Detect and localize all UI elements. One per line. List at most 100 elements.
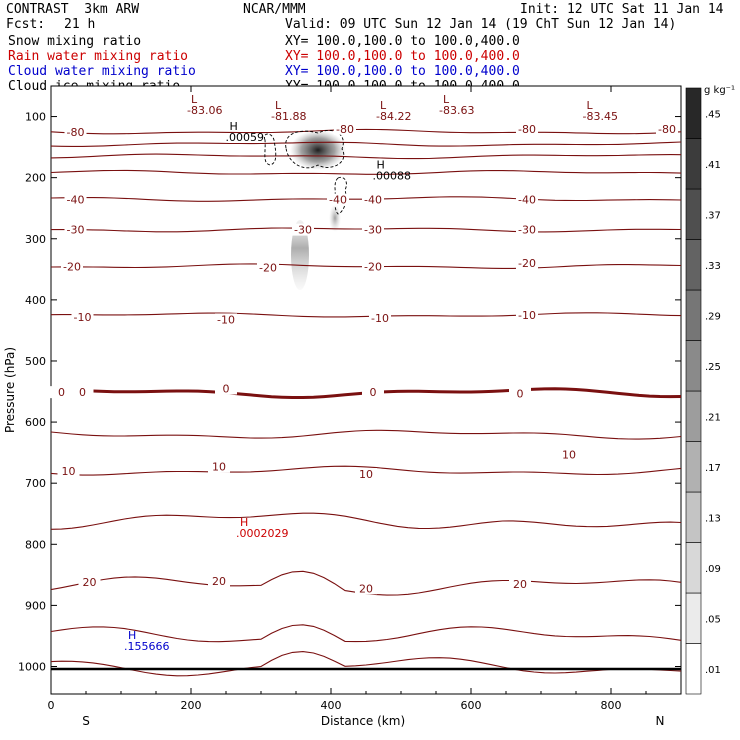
y-axis-label: Pressure (hPa) xyxy=(3,347,17,433)
contour-line xyxy=(51,169,681,175)
contour-label-bg xyxy=(334,122,356,135)
colorbar-tick-label: .37 xyxy=(705,210,721,221)
extrema-labels: L-83.06 L-81.88L-84.22L-83.63 L-83.45H.000… xyxy=(124,93,618,653)
contour-label: 0 xyxy=(223,382,230,395)
colorbar-tick-label: .01 xyxy=(705,665,721,676)
colorbar-swatch xyxy=(685,188,702,240)
contour-label-bg xyxy=(64,193,87,206)
contour-label: -30 xyxy=(294,224,312,237)
contour-label-bg xyxy=(516,309,538,322)
colorbar-unit: g kg⁻¹ xyxy=(704,85,735,96)
contour-label-bg xyxy=(215,382,237,395)
field-cloud-water-xy: XY= 100.0,100.0 to 100.0,400.0 xyxy=(285,64,520,79)
colorbar-tick-label: .29 xyxy=(705,311,721,322)
colorbar-tick-label: .41 xyxy=(705,160,721,171)
extremum-value: -83.45 xyxy=(583,110,618,123)
contour-label: -10 xyxy=(74,311,92,324)
extremum-value: -83.63 xyxy=(439,104,474,117)
colorbar: .01 .05 .09 .13 .17 .21 .25 .29 .33 .37 .41 .45 xyxy=(685,87,721,695)
y-tick-label: 200 xyxy=(25,172,46,185)
contour-label-bg xyxy=(50,386,73,399)
contour-label-bg xyxy=(355,582,377,595)
contour-line xyxy=(51,312,681,318)
field-rain-xy: XY= 100.0,100.0 to 100.0,400.0 xyxy=(285,49,520,64)
contour-label-bg xyxy=(362,386,384,399)
contour-label: 0 xyxy=(58,386,65,399)
contour-label-bg xyxy=(257,261,279,274)
x-tick-label: 0 xyxy=(48,699,55,712)
ice-max-shade xyxy=(290,130,346,170)
extremum-mark: L xyxy=(443,93,450,106)
contour-line xyxy=(51,141,681,147)
contour-line xyxy=(51,465,681,476)
contour-label-bg xyxy=(208,574,230,587)
y-tick-label: 100 xyxy=(25,111,46,124)
contour-label: 20 xyxy=(513,578,527,591)
extremum-mark: L xyxy=(275,99,282,112)
contour-label: 0 xyxy=(79,386,86,399)
shading-layer xyxy=(290,130,346,290)
contour-line xyxy=(51,153,681,160)
colorbar-swatch xyxy=(685,491,702,543)
snow-streak-shade xyxy=(291,220,309,290)
contour-label: 10 xyxy=(62,465,76,478)
contour-label: 0 xyxy=(517,387,524,400)
extremum-value: -81.88 xyxy=(271,110,306,123)
field-cloud-water-name: Cloud water mixing ratio xyxy=(8,64,196,79)
contour-label-bg xyxy=(71,310,94,323)
contour-line xyxy=(51,624,681,643)
colorbar-tick-label: .25 xyxy=(705,362,721,373)
contour-label: -40 xyxy=(329,194,347,207)
center-label: NCAR/MMM xyxy=(243,2,306,17)
y-tick-label: 600 xyxy=(25,416,46,429)
colorbar-tick-label: .05 xyxy=(705,614,721,625)
colorbar-tick-label: .21 xyxy=(705,412,721,423)
y-tick-label: 300 xyxy=(25,233,46,246)
contour-label: -30 xyxy=(518,224,536,237)
contour-label-bg xyxy=(215,313,237,326)
extremum-value: .00088 xyxy=(373,169,412,182)
contour-label: -80 xyxy=(336,123,354,136)
snow-patch-shade xyxy=(329,204,341,232)
contour-label: -20 xyxy=(518,257,536,270)
field-snow-xy: XY= 100.0,100.0 to 100.0,400.0 xyxy=(285,34,520,49)
x-tick-label: 200 xyxy=(181,699,202,712)
contour-label-bg xyxy=(362,193,384,206)
colorbar-swatch xyxy=(685,340,702,392)
colorbar-tick-label: .13 xyxy=(705,513,721,524)
contour-line xyxy=(51,512,681,530)
contour-label: 20 xyxy=(83,576,97,589)
cloud-ice-outlines xyxy=(264,129,347,215)
x-tick-label: 600 xyxy=(461,699,482,712)
x-axis-label: Distance (km) xyxy=(321,714,405,728)
contour-label: 20 xyxy=(359,582,373,595)
contour-label: -20 xyxy=(63,260,81,273)
contour-label: -40 xyxy=(364,194,382,207)
contour-label: -20 xyxy=(259,261,277,274)
contour-label: 10 xyxy=(359,468,373,481)
extremum-value: -84.22 xyxy=(376,110,411,123)
x-tick-label: 800 xyxy=(601,699,622,712)
extremum-value: -83.06 xyxy=(187,104,222,117)
contour-label: -80 xyxy=(658,123,676,136)
contour-label-bg xyxy=(516,122,538,135)
contour-label-bg xyxy=(355,468,377,481)
colorbar-swatch xyxy=(685,289,702,341)
contour-label-bg xyxy=(208,460,230,473)
contour-label: -40 xyxy=(518,194,536,207)
y-tick-label: 900 xyxy=(25,599,46,612)
colorbar-swatch xyxy=(685,441,702,493)
extremum-mark: L xyxy=(380,99,387,112)
x-tick-label: 400 xyxy=(321,699,342,712)
contour-label-bg xyxy=(509,578,531,591)
contour-label-bg xyxy=(57,464,80,477)
contour-label: 20 xyxy=(212,575,226,588)
colorbar-tick-label: .17 xyxy=(705,463,721,474)
contour-label-bg xyxy=(71,386,94,399)
contour-label-bg xyxy=(516,257,538,270)
contour-label-bg xyxy=(64,125,87,138)
contour-label-bg xyxy=(327,193,349,206)
extremum-value: .00059 xyxy=(226,131,265,144)
ice-outline-east xyxy=(334,176,347,215)
